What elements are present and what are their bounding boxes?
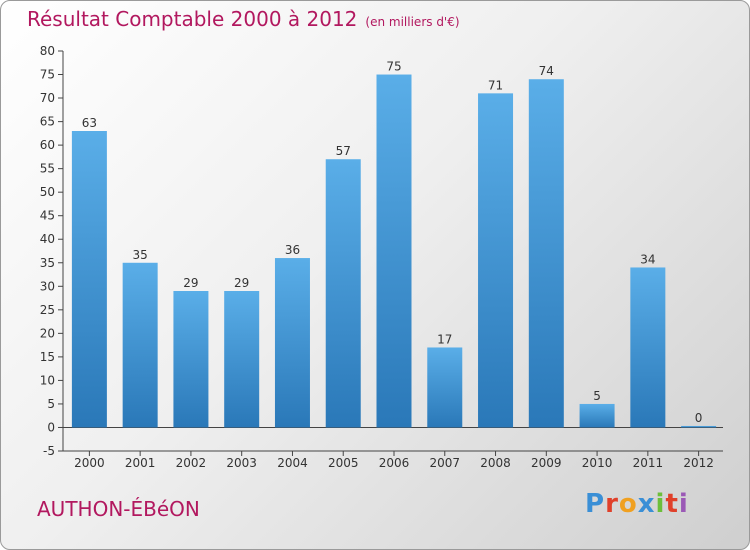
- y-tick-label: 25: [40, 303, 55, 317]
- bar-2005: [325, 159, 361, 428]
- data-label-2009: 74: [539, 64, 554, 78]
- x-tick-label-2011: 2011: [633, 456, 664, 470]
- x-tick-label-2007: 2007: [429, 456, 460, 470]
- logo-letter: i: [678, 489, 689, 519]
- data-label-2012: 0: [695, 411, 703, 425]
- y-tick-label: 75: [40, 68, 55, 82]
- data-label-2001: 35: [133, 248, 148, 262]
- bar-2008: [478, 93, 514, 428]
- y-tick-label: 80: [40, 44, 55, 58]
- x-tick-label-2002: 2002: [176, 456, 207, 470]
- y-tick-label: 0: [47, 420, 55, 434]
- x-tick-label-2000: 2000: [74, 456, 105, 470]
- y-tick-label: -5: [43, 444, 55, 458]
- commune-name: AUTHON-ÉBéON: [37, 497, 200, 521]
- logo-letter: o: [618, 489, 638, 519]
- chart-title-main: Résultat Comptable 2000 à 2012: [27, 7, 358, 31]
- x-tick-label-2010: 2010: [582, 456, 613, 470]
- bar-2007: [427, 347, 463, 428]
- y-tick-label: 15: [40, 350, 55, 364]
- chart-title-unit: (en milliers d'€): [365, 15, 460, 29]
- data-label-2010: 5: [593, 389, 601, 403]
- bar-2000: [71, 131, 107, 428]
- data-label-2002: 29: [183, 276, 198, 290]
- x-tick-label-2006: 2006: [379, 456, 410, 470]
- x-tick-label-2004: 2004: [277, 456, 308, 470]
- bar-2006: [376, 74, 412, 428]
- data-label-2006: 75: [386, 60, 401, 74]
- y-tick-label: 35: [40, 256, 55, 270]
- proxiti-logo: Proxiti: [585, 489, 689, 519]
- x-tick-label-2003: 2003: [226, 456, 257, 470]
- data-label-2007: 17: [437, 332, 452, 346]
- bar-2003: [224, 291, 260, 428]
- data-label-2008: 71: [488, 78, 503, 92]
- y-tick-label: 30: [40, 279, 55, 293]
- data-label-2011: 34: [640, 252, 655, 266]
- x-tick-label-2001: 2001: [125, 456, 156, 470]
- data-label-2004: 36: [285, 243, 300, 257]
- data-label-2005: 57: [336, 144, 351, 158]
- bar-2009: [528, 79, 564, 428]
- y-tick-label: 65: [40, 115, 55, 129]
- y-tick-label: 10: [40, 373, 55, 387]
- chart-title: Résultat Comptable 2000 à 2012 (en millie…: [27, 7, 460, 31]
- y-tick-label: 45: [40, 209, 55, 223]
- data-label-2003: 29: [234, 276, 249, 290]
- y-tick-label: 70: [40, 91, 55, 105]
- bar-2002: [173, 291, 209, 428]
- bar-2001: [122, 262, 158, 428]
- y-tick-label: 5: [47, 397, 55, 411]
- y-tick-label: 20: [40, 326, 55, 340]
- bar-2011: [630, 267, 666, 428]
- x-tick-label-2008: 2008: [480, 456, 511, 470]
- logo-letter: i: [655, 489, 666, 519]
- x-tick-label-2005: 2005: [328, 456, 359, 470]
- bar-2004: [274, 258, 310, 428]
- x-tick-label-2009: 2009: [531, 456, 562, 470]
- y-tick-label: 50: [40, 185, 55, 199]
- y-tick-label: 55: [40, 162, 55, 176]
- x-tick-label-2012: 2012: [683, 456, 714, 470]
- bar-2010: [579, 403, 615, 428]
- logo-letter: x: [637, 489, 656, 519]
- logo-letter: r: [605, 489, 619, 519]
- y-tick-label: 40: [40, 232, 55, 246]
- bar-2012: [681, 425, 717, 428]
- logo-letter: P: [585, 489, 606, 519]
- logo-letter: t: [665, 489, 679, 519]
- data-label-2000: 63: [82, 116, 97, 130]
- y-tick-label: 60: [40, 138, 55, 152]
